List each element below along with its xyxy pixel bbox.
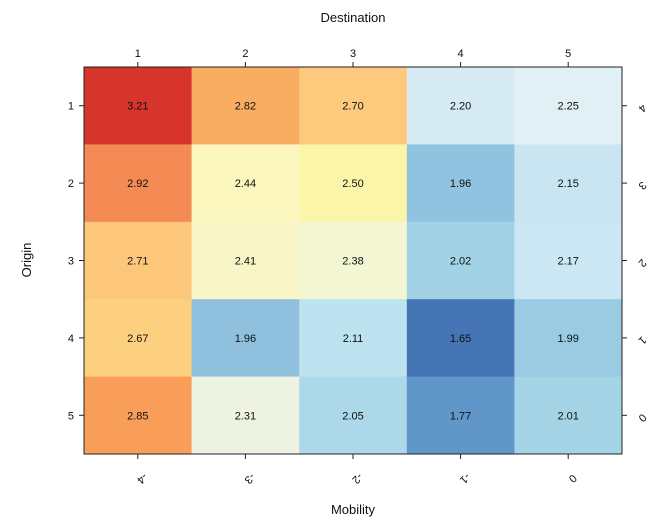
cell-value-label: 2.82 bbox=[235, 101, 256, 113]
heatmap-cell bbox=[191, 67, 300, 145]
cell-value-label: 1.96 bbox=[235, 333, 256, 345]
left-axis-title: Origin bbox=[19, 243, 34, 278]
cell-value-label: 2.31 bbox=[235, 410, 256, 422]
right-tick-label: 3 bbox=[636, 179, 649, 192]
heatmap-cell bbox=[191, 299, 300, 378]
cell-value-label: 2.67 bbox=[127, 333, 148, 345]
heatmap-cell bbox=[406, 221, 515, 300]
heatmap-cell bbox=[299, 144, 408, 223]
top-tick-label: 5 bbox=[565, 48, 571, 60]
cell-value-label: 2.50 bbox=[342, 178, 363, 190]
bottom-tick-label: -3 bbox=[242, 470, 257, 485]
top-tick-label: 4 bbox=[458, 48, 464, 60]
left-tick-label: 5 bbox=[68, 410, 74, 422]
heatmap-cell bbox=[84, 221, 193, 300]
heatmap-cell bbox=[514, 144, 623, 223]
cell-value-label: 2.02 bbox=[450, 256, 471, 268]
cell-value-label: 1.77 bbox=[450, 410, 471, 422]
bottom-axis-title: Mobility bbox=[331, 502, 376, 517]
cell-value-label: 2.05 bbox=[342, 410, 363, 422]
heatmap-cell bbox=[84, 67, 193, 145]
heatmap-cell bbox=[299, 221, 408, 300]
right-tick-label: 0 bbox=[636, 411, 649, 424]
cell-value-label: 2.17 bbox=[557, 256, 578, 268]
cell-value-label: 2.38 bbox=[342, 256, 363, 268]
bottom-tick-label: -2 bbox=[349, 470, 364, 485]
top-tick-label: 1 bbox=[135, 48, 141, 60]
cell-value-label: 1.99 bbox=[557, 333, 578, 345]
bottom-tick-label: -1 bbox=[457, 470, 472, 485]
heatmap-cell bbox=[299, 299, 408, 378]
heatmap-cell bbox=[84, 299, 193, 378]
heatmap-cell bbox=[514, 299, 623, 378]
cell-value-label: 2.41 bbox=[235, 256, 256, 268]
right-tick-label: 4 bbox=[636, 101, 649, 114]
heatmap-cell bbox=[406, 299, 515, 378]
cell-value-label: 2.20 bbox=[450, 101, 471, 113]
bottom-tick-label: -4 bbox=[134, 470, 149, 485]
cell-value-label: 2.85 bbox=[127, 410, 148, 422]
left-tick-label: 3 bbox=[68, 256, 74, 268]
left-tick-label: 4 bbox=[68, 333, 74, 345]
cell-value-label: 1.65 bbox=[450, 333, 471, 345]
heatmap-cell bbox=[84, 144, 193, 223]
cell-value-label: 2.25 bbox=[557, 101, 578, 113]
heatmap-cell bbox=[191, 221, 300, 300]
top-tick-label: 2 bbox=[242, 48, 248, 60]
right-tick-label: 2 bbox=[636, 256, 649, 269]
heatmap-cell bbox=[299, 376, 408, 455]
cell-value-label: 1.96 bbox=[450, 178, 471, 190]
heatmap-cell bbox=[514, 67, 623, 145]
bottom-tick-label: 0 bbox=[566, 472, 579, 485]
cell-value-label: 2.01 bbox=[557, 410, 578, 422]
heatmap-cell bbox=[514, 376, 623, 455]
axis-ticks: 1 2 3 4 5 -4 -3 -2 -1 0 1 2 3 4 5 4 3 2 1 0 bbox=[68, 48, 649, 486]
cell-value-label: 2.70 bbox=[342, 101, 363, 113]
cell-value-label: 3.21 bbox=[127, 101, 148, 113]
cell-value-label: 2.11 bbox=[343, 333, 364, 345]
cell-value-label: 2.15 bbox=[557, 178, 578, 190]
top-axis-title: Destination bbox=[320, 10, 385, 25]
right-tick-label: 1 bbox=[636, 334, 649, 347]
heatmap-cell bbox=[406, 144, 515, 223]
top-tick-label: 3 bbox=[350, 48, 356, 60]
left-tick-label: 1 bbox=[68, 101, 74, 113]
cell-value-label: 2.44 bbox=[235, 178, 256, 190]
heatmap-cell bbox=[406, 376, 515, 455]
heatmap-cell bbox=[191, 144, 300, 223]
heatmap-cell bbox=[299, 67, 408, 145]
left-tick-label: 2 bbox=[68, 178, 74, 190]
cell-value-label: 2.92 bbox=[127, 178, 148, 190]
heatmap-cell bbox=[406, 67, 515, 145]
heatmap-cell bbox=[514, 221, 623, 300]
cell-value-label: 2.71 bbox=[127, 256, 148, 268]
heatmap-cell bbox=[84, 376, 193, 455]
heatmap-cell bbox=[191, 376, 300, 455]
heatmap-cells: 3.21 2.82 2.70 2.20 2.25 2.92 2.44 2.50 1.96 2.15… bbox=[84, 67, 623, 455]
